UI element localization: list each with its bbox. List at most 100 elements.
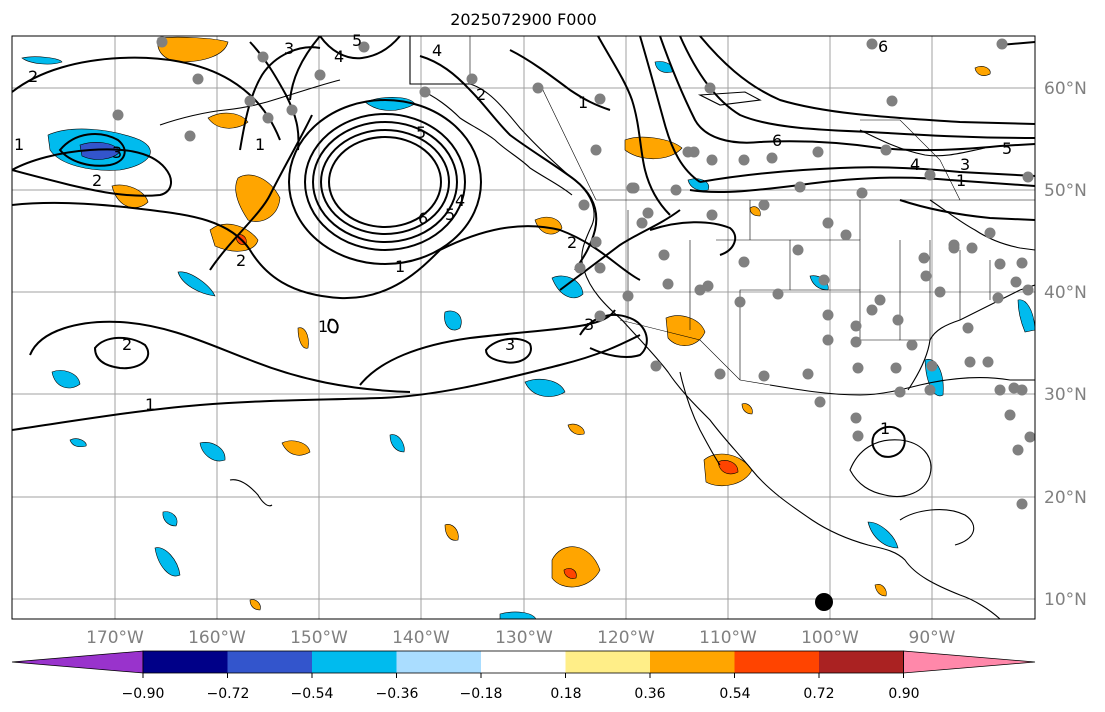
colorbar-tick-label: 0.36 <box>634 686 665 702</box>
positive-patch <box>444 524 459 541</box>
station-dot <box>822 309 834 321</box>
negative-patch <box>654 61 673 73</box>
contour-label: 3 <box>284 39 294 58</box>
station-dot <box>850 412 862 424</box>
station-dot <box>1008 382 1020 394</box>
station-dot <box>964 356 976 368</box>
station-dot <box>734 296 746 308</box>
colorbar-segment <box>312 651 397 673</box>
contour-label: 1 <box>14 135 24 154</box>
contour-label: 4 <box>334 47 344 66</box>
colorbar-tick-label: −0.18 <box>460 686 503 702</box>
station-dot <box>814 396 826 408</box>
station-dot <box>758 370 770 382</box>
map-content <box>12 36 1035 619</box>
positive-patch <box>567 423 585 435</box>
center-marker <box>815 593 833 611</box>
station-dot <box>906 339 918 351</box>
station-dot <box>650 360 662 372</box>
station-dot <box>156 36 168 48</box>
contour-label: 1 <box>145 395 155 414</box>
lon-label: 120°W <box>597 628 655 648</box>
station-dot <box>594 262 606 274</box>
station-dot <box>578 199 590 211</box>
station-dot <box>628 182 640 194</box>
station-dot <box>738 256 750 268</box>
station-dot <box>966 242 978 254</box>
lat-label: 30°N <box>1044 385 1087 405</box>
contour-label: 2 <box>28 67 38 86</box>
contour-label: 1 <box>318 317 328 336</box>
positive-patch <box>717 460 739 475</box>
negative-patch <box>867 521 899 549</box>
negative-patch <box>69 438 87 448</box>
lat-label: 10°N <box>1044 590 1087 610</box>
station-dot <box>590 144 602 156</box>
contour-label: 5 <box>1002 139 1012 158</box>
station-dot <box>772 288 784 300</box>
contour-label: 1 <box>880 419 890 438</box>
contour-label: 2 <box>122 335 132 354</box>
station-dot <box>112 109 124 121</box>
station-dot <box>704 82 716 94</box>
station-dot <box>984 227 996 239</box>
contour-label: 2 <box>92 171 102 190</box>
station-dot <box>802 368 814 380</box>
station-dot <box>924 169 936 181</box>
negative-patch <box>162 511 178 527</box>
contour-label: 3 <box>584 315 594 334</box>
station-dot <box>934 286 946 298</box>
contour-label: 4 <box>432 41 442 60</box>
station-dot <box>758 199 770 211</box>
contour-label: 4 <box>910 155 920 174</box>
station-dot <box>1016 257 1028 269</box>
contour-label: 1 <box>255 135 265 154</box>
station-dot <box>852 430 864 442</box>
station-dot <box>419 86 431 98</box>
station-dot <box>1022 284 1034 296</box>
lon-label: 130°W <box>495 628 553 648</box>
station-dot <box>1012 444 1024 456</box>
station-dot <box>948 242 960 254</box>
lat-label: 20°N <box>1044 488 1087 508</box>
station-dot <box>866 38 878 50</box>
station-dot <box>792 244 804 256</box>
station-dot <box>996 38 1008 50</box>
station-dot <box>262 112 274 124</box>
lon-label: 160°W <box>188 628 246 648</box>
station-dot <box>594 93 606 105</box>
lon-label: 100°W <box>801 628 859 648</box>
colorbar-segment <box>565 651 650 673</box>
station-dot <box>636 217 648 229</box>
positive-patch <box>741 403 753 415</box>
station-dot <box>466 73 478 85</box>
contour-label: 6 <box>772 131 782 150</box>
positive-patch <box>157 36 229 63</box>
contour-label: 5 <box>352 31 362 50</box>
station-dot <box>840 229 852 241</box>
negative-patch <box>1017 299 1035 333</box>
positive-patch <box>207 112 249 129</box>
station-dot <box>982 356 994 368</box>
colorbar-segment <box>734 651 819 673</box>
station-dot <box>852 362 864 374</box>
contours <box>12 36 1035 458</box>
lat-label: 40°N <box>1044 283 1087 303</box>
station-dot <box>658 249 670 261</box>
station-dot <box>622 290 634 302</box>
station-dot <box>532 82 544 94</box>
station-dot <box>856 187 868 199</box>
positive-patch <box>624 136 683 160</box>
station-dot <box>1024 431 1035 443</box>
contour-labels: 2 1 3 2 1 2 3 4 5 4 5 6 5 4 1 2 1 2 1 1 … <box>14 31 1012 438</box>
station-dot <box>594 310 606 322</box>
map-border <box>11 35 1036 620</box>
colorbar-tick-label: −0.72 <box>207 686 250 702</box>
colorbar-segment <box>819 651 904 673</box>
contour-label: 3 <box>505 335 515 354</box>
station-dot <box>920 270 932 282</box>
station-dot <box>257 51 269 63</box>
contour-label: 3 <box>960 155 970 174</box>
negative-patch <box>154 547 181 577</box>
